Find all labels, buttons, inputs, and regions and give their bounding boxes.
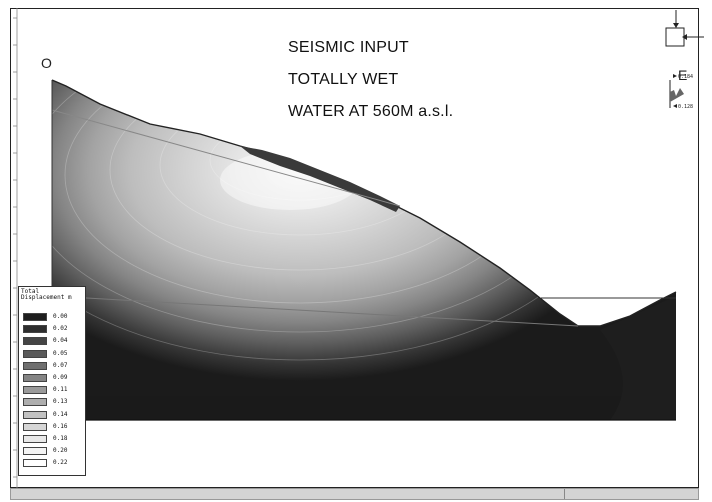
displacement-legend: Total Displacement m 0.00 0.02 0.04 0.05 0.0… — [18, 286, 86, 476]
legend-level-label: 0.22 — [53, 459, 68, 467]
legend-swatch — [23, 349, 47, 358]
legend-level-label: 0.00 — [53, 313, 68, 320]
legend-swatch — [23, 410, 47, 419]
support-box-icon — [665, 27, 685, 47]
legend-swatch — [23, 313, 47, 321]
legend-level-label: 0.02 — [53, 325, 68, 333]
ruler-ticks — [13, 17, 17, 478]
seismic-wave-icon — [670, 88, 684, 102]
headline-line-2: TOTALLY WET — [288, 71, 399, 88]
legend-swatch — [23, 459, 47, 468]
arrow-down-icon — [673, 23, 679, 28]
legend-swatch — [23, 435, 47, 443]
label-west: O — [41, 55, 52, 71]
arrow-left-icon — [682, 34, 687, 40]
layer-boundary-lower — [51, 295, 579, 327]
legend-title: Total Displacement m — [21, 288, 72, 301]
legend-level-label: 0.11 — [53, 386, 68, 394]
load-value-2: 0.128 — [678, 104, 693, 110]
legend-level-label: 0.09 — [53, 374, 68, 381]
headline-line-1: SEISMIC INPUT — [288, 39, 409, 56]
legend-swatch — [23, 422, 47, 431]
status-bar-divider — [564, 489, 565, 499]
surface-layer — [240, 146, 400, 212]
status-bar — [10, 488, 699, 500]
legend-swatch — [23, 374, 47, 382]
left-ruler — [13, 8, 18, 488]
legend-level-label: 0.05 — [53, 349, 68, 357]
legend-level-label: 0.18 — [53, 435, 68, 442]
legend-level-label: 0.04 — [53, 337, 68, 345]
legend-swatch — [23, 325, 47, 334]
legend-level-label: 0.13 — [53, 398, 68, 406]
legend-swatch — [23, 386, 47, 395]
seismic-load-symbol: 0.184 0.128 — [665, 10, 704, 110]
legend-level-label: 0.20 — [53, 447, 68, 455]
headline-line-3: WATER AT 560M a.s.l. — [288, 103, 454, 120]
legend-level-label: 0.16 — [53, 422, 68, 430]
legend-level-label: 0.14 — [53, 410, 68, 418]
legend-swatch — [23, 398, 47, 407]
load-value-1: 0.184 — [678, 74, 693, 80]
layer-boundary-upper — [51, 109, 401, 207]
legend-swatch — [23, 337, 47, 346]
label-east: E — [678, 67, 688, 83]
legend-swatch — [23, 361, 47, 370]
legend-swatch — [23, 447, 47, 456]
legend-level-label: 0.07 — [53, 361, 68, 369]
